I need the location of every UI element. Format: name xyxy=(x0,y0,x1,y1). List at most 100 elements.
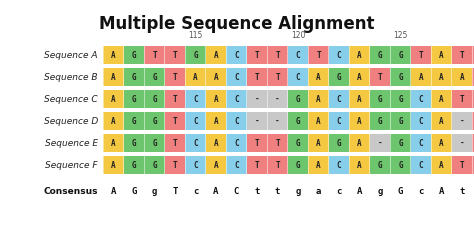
Text: -: - xyxy=(275,94,280,104)
FancyBboxPatch shape xyxy=(329,112,349,130)
FancyBboxPatch shape xyxy=(227,156,246,174)
FancyBboxPatch shape xyxy=(267,156,288,174)
FancyBboxPatch shape xyxy=(227,134,246,152)
Text: -: - xyxy=(460,138,465,147)
Text: A: A xyxy=(214,72,219,82)
FancyBboxPatch shape xyxy=(103,46,124,64)
Text: A: A xyxy=(111,116,116,126)
FancyBboxPatch shape xyxy=(145,134,164,152)
Text: A: A xyxy=(439,94,444,104)
FancyBboxPatch shape xyxy=(206,46,226,64)
Text: A: A xyxy=(357,72,362,82)
Text: T: T xyxy=(255,72,259,82)
FancyBboxPatch shape xyxy=(288,90,308,108)
FancyBboxPatch shape xyxy=(247,112,267,130)
Text: T: T xyxy=(173,72,177,82)
FancyBboxPatch shape xyxy=(391,46,410,64)
Text: C: C xyxy=(193,116,198,126)
Text: t: t xyxy=(255,186,260,196)
Text: T: T xyxy=(460,94,465,104)
Text: a: a xyxy=(316,186,321,196)
FancyBboxPatch shape xyxy=(165,46,185,64)
FancyBboxPatch shape xyxy=(473,46,474,64)
FancyBboxPatch shape xyxy=(309,68,328,86)
Text: C: C xyxy=(234,72,239,82)
FancyBboxPatch shape xyxy=(411,134,431,152)
Text: A: A xyxy=(111,72,116,82)
FancyBboxPatch shape xyxy=(165,68,185,86)
Text: G: G xyxy=(132,94,137,104)
Text: G: G xyxy=(398,72,403,82)
FancyBboxPatch shape xyxy=(329,134,349,152)
Text: G: G xyxy=(398,160,403,170)
FancyBboxPatch shape xyxy=(370,134,390,152)
FancyBboxPatch shape xyxy=(349,156,370,174)
FancyBboxPatch shape xyxy=(247,68,267,86)
FancyBboxPatch shape xyxy=(227,68,246,86)
FancyBboxPatch shape xyxy=(145,112,164,130)
Text: C: C xyxy=(296,72,301,82)
FancyBboxPatch shape xyxy=(349,112,370,130)
Text: Consensus: Consensus xyxy=(44,186,98,196)
FancyBboxPatch shape xyxy=(411,90,431,108)
Text: A: A xyxy=(214,50,219,59)
Text: T: T xyxy=(173,138,177,147)
FancyBboxPatch shape xyxy=(349,68,370,86)
FancyBboxPatch shape xyxy=(431,68,452,86)
FancyBboxPatch shape xyxy=(431,90,452,108)
FancyBboxPatch shape xyxy=(309,134,328,152)
FancyBboxPatch shape xyxy=(145,156,164,174)
Text: A: A xyxy=(357,160,362,170)
FancyBboxPatch shape xyxy=(309,156,328,174)
FancyBboxPatch shape xyxy=(288,46,308,64)
FancyBboxPatch shape xyxy=(103,90,124,108)
Text: G: G xyxy=(398,94,403,104)
FancyBboxPatch shape xyxy=(185,134,206,152)
FancyBboxPatch shape xyxy=(124,134,144,152)
Text: A: A xyxy=(214,138,219,147)
Text: A: A xyxy=(357,94,362,104)
Text: G: G xyxy=(296,138,301,147)
FancyBboxPatch shape xyxy=(206,90,226,108)
Text: C: C xyxy=(234,94,239,104)
Text: T: T xyxy=(460,50,465,59)
Text: c: c xyxy=(419,186,424,196)
Text: A: A xyxy=(439,116,444,126)
FancyBboxPatch shape xyxy=(227,112,246,130)
Text: A: A xyxy=(111,94,116,104)
FancyBboxPatch shape xyxy=(370,156,390,174)
Text: T: T xyxy=(419,50,423,59)
Text: T: T xyxy=(173,160,177,170)
Text: A: A xyxy=(439,72,444,82)
Text: A: A xyxy=(111,138,116,147)
Text: T: T xyxy=(275,50,280,59)
Text: T: T xyxy=(460,160,465,170)
FancyBboxPatch shape xyxy=(124,90,144,108)
FancyBboxPatch shape xyxy=(329,90,349,108)
Text: A: A xyxy=(316,138,321,147)
Text: G: G xyxy=(378,94,383,104)
Text: C: C xyxy=(296,50,301,59)
Text: -: - xyxy=(460,116,465,126)
Text: A: A xyxy=(111,186,116,196)
Text: t: t xyxy=(275,186,280,196)
FancyBboxPatch shape xyxy=(391,112,410,130)
FancyBboxPatch shape xyxy=(288,68,308,86)
Text: A: A xyxy=(316,72,321,82)
FancyBboxPatch shape xyxy=(309,112,328,130)
FancyBboxPatch shape xyxy=(329,156,349,174)
Text: T: T xyxy=(173,94,177,104)
Text: T: T xyxy=(275,138,280,147)
Text: Sequence B: Sequence B xyxy=(45,72,98,82)
Text: C: C xyxy=(419,116,423,126)
Text: G: G xyxy=(131,186,137,196)
Text: G: G xyxy=(152,72,157,82)
Text: T: T xyxy=(255,160,259,170)
Text: A: A xyxy=(111,160,116,170)
Text: G: G xyxy=(152,94,157,104)
Text: A: A xyxy=(111,50,116,59)
Text: C: C xyxy=(193,94,198,104)
Text: A: A xyxy=(439,186,444,196)
Text: C: C xyxy=(337,160,341,170)
Text: C: C xyxy=(234,138,239,147)
